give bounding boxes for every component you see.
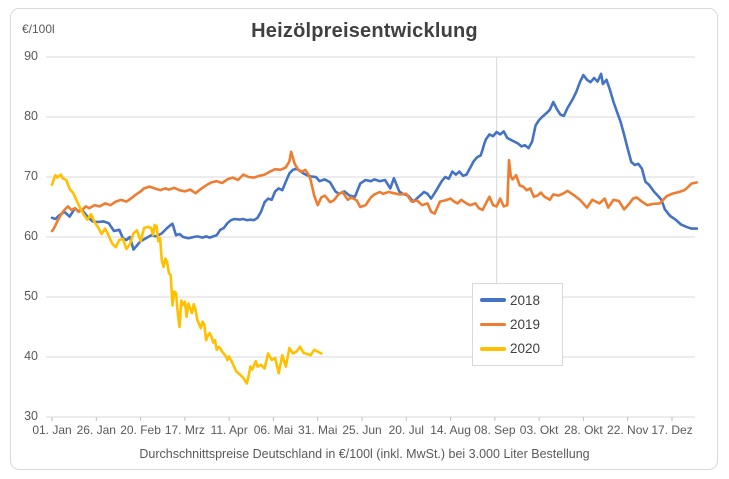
y-axis-tick-label: 90 xyxy=(24,49,38,63)
series-line-2018 xyxy=(50,72,699,251)
legend-label: 2020 xyxy=(510,341,541,357)
y-axis-tick-label: 60 xyxy=(24,229,38,243)
series-line-2020 xyxy=(50,173,323,385)
x-axis-tick-label: 03. Okt xyxy=(519,423,559,437)
y-axis-tick-label: 80 xyxy=(24,109,38,123)
y-axis-unit-label: €/100l xyxy=(22,22,55,36)
x-axis-tick-label: 25. Jun xyxy=(342,423,382,437)
legend-swatch-2019 xyxy=(480,322,506,327)
legend: 2018 2019 2020 xyxy=(472,283,563,366)
series-line-2019 xyxy=(50,150,699,233)
legend-label: 2019 xyxy=(510,316,541,332)
y-axis-tick-label: 30 xyxy=(24,409,38,423)
y-axis-tick-label: 70 xyxy=(24,169,38,183)
legend-swatch-2018 xyxy=(480,298,506,302)
chart-caption: Durchschnittspreise Deutschland in €/100… xyxy=(139,447,590,461)
x-axis-tick-label: 20. Jul xyxy=(388,423,424,437)
legend-label: 2018 xyxy=(510,292,541,308)
x-axis-tick-label: 22. Nov xyxy=(607,423,649,437)
x-axis-tick-label: 17. Mrz xyxy=(164,423,205,437)
legend-item-2019: 2019 xyxy=(473,317,562,332)
x-axis-tick-label: 08. Sep xyxy=(474,423,516,437)
legend-swatch-2020 xyxy=(480,347,506,351)
x-axis-tick-label: 17. Dez xyxy=(651,423,693,437)
legend-item-2020: 2020 xyxy=(473,341,562,356)
chart-title: Heizölpreisentwicklung xyxy=(251,20,478,42)
x-axis-tick-label: 11. Apr xyxy=(210,423,248,437)
x-axis-tick-label: 01. Jan xyxy=(32,423,72,437)
x-axis-tick-label: 20. Feb xyxy=(120,423,161,437)
y-axis-tick-label: 50 xyxy=(24,289,38,303)
x-axis-tick-label: 28. Okt xyxy=(564,423,603,437)
legend-item-2018: 2018 xyxy=(473,293,562,308)
x-axis-tick-label: 06. Mai xyxy=(253,423,294,437)
x-axis-tick-label: 26. Jan xyxy=(76,423,116,437)
x-axis-tick-label: 31. Mai xyxy=(298,423,338,437)
x-axis-tick-label: 14. Aug xyxy=(430,423,471,437)
y-axis-tick-label: 40 xyxy=(24,349,38,363)
